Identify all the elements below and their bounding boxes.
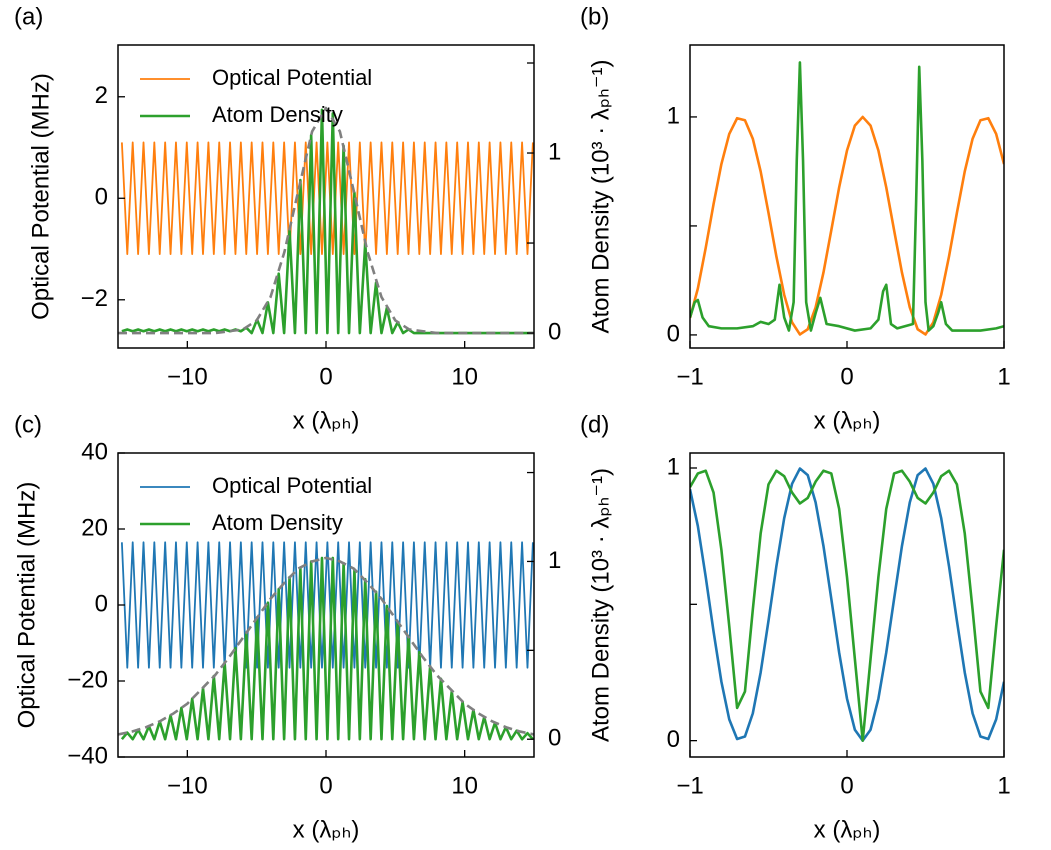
x-tick-label: −10 xyxy=(167,772,208,799)
legend-label: Atom Density xyxy=(212,102,343,127)
plot-frame xyxy=(689,452,1005,758)
plot-frame xyxy=(689,44,1005,349)
panel-label: (d) xyxy=(580,411,609,438)
x-tick-label: −1 xyxy=(676,363,703,390)
y-tick-label: 1 xyxy=(667,453,680,480)
legend-label: Atom Density xyxy=(212,510,343,535)
x-tick-label: 0 xyxy=(319,772,332,799)
x-axis-label: x (λₚₕ) xyxy=(293,407,360,434)
x-tick-label: −10 xyxy=(167,363,208,390)
data-line xyxy=(690,115,1004,336)
y2-axis-label: Atom Density (10³ · λₚₕ⁻¹) xyxy=(587,59,614,333)
y-tick-label: −2 xyxy=(81,285,108,312)
y-tick-label: 0 xyxy=(95,184,108,211)
x-tick-label: 0 xyxy=(840,772,853,799)
y2-tick-label: 1 xyxy=(548,547,561,574)
data-line xyxy=(690,61,1004,332)
y-tick-label: 0 xyxy=(95,590,108,617)
x-tick-label: 0 xyxy=(319,363,332,390)
y2-tick-label: 0 xyxy=(548,725,561,752)
x-tick-label: 10 xyxy=(451,363,478,390)
data-line xyxy=(690,469,1004,742)
x-tick-label: 1 xyxy=(997,363,1010,390)
y2-tick-label: 0 xyxy=(548,318,561,345)
data-line xyxy=(120,556,534,741)
data-line xyxy=(120,541,534,669)
y2-tick-label: 1 xyxy=(548,138,561,165)
x-axis-label: x (λₚₕ) xyxy=(293,816,360,843)
envelope-line xyxy=(118,106,534,335)
y-tick-label: −20 xyxy=(67,666,108,693)
x-axis-label: x (λₚₕ) xyxy=(814,407,881,434)
y-tick-label: −40 xyxy=(67,742,108,769)
y-tick-label: 20 xyxy=(81,514,108,541)
x-tick-label: 1 xyxy=(997,772,1010,799)
x-tick-label: −1 xyxy=(676,772,703,799)
y-tick-label: 0 xyxy=(667,726,680,753)
y-axis-label: Optical Potential (MHz) xyxy=(13,482,40,729)
y-axis-label: Optical Potential (MHz) xyxy=(27,73,54,320)
envelope-line xyxy=(118,556,534,736)
y-tick-label: 1 xyxy=(667,102,680,129)
data-line xyxy=(120,141,534,256)
y-tick-label: 2 xyxy=(95,82,108,109)
x-tick-label: 0 xyxy=(840,363,853,390)
y-tick-label: 40 xyxy=(81,438,108,465)
legend-label: Optical Potential xyxy=(212,473,372,498)
x-tick-label: 10 xyxy=(451,772,478,799)
panel-label: (a) xyxy=(14,3,43,30)
panel-label: (c) xyxy=(14,411,42,438)
legend-label: Optical Potential xyxy=(212,65,372,90)
data-line xyxy=(690,467,1004,742)
panel-label: (b) xyxy=(580,3,609,30)
x-axis-label: x (λₚₕ) xyxy=(814,816,881,843)
y-tick-label: 0 xyxy=(667,320,680,347)
y2-axis-label: Atom Density (10³ · λₚₕ⁻¹) xyxy=(587,468,614,742)
